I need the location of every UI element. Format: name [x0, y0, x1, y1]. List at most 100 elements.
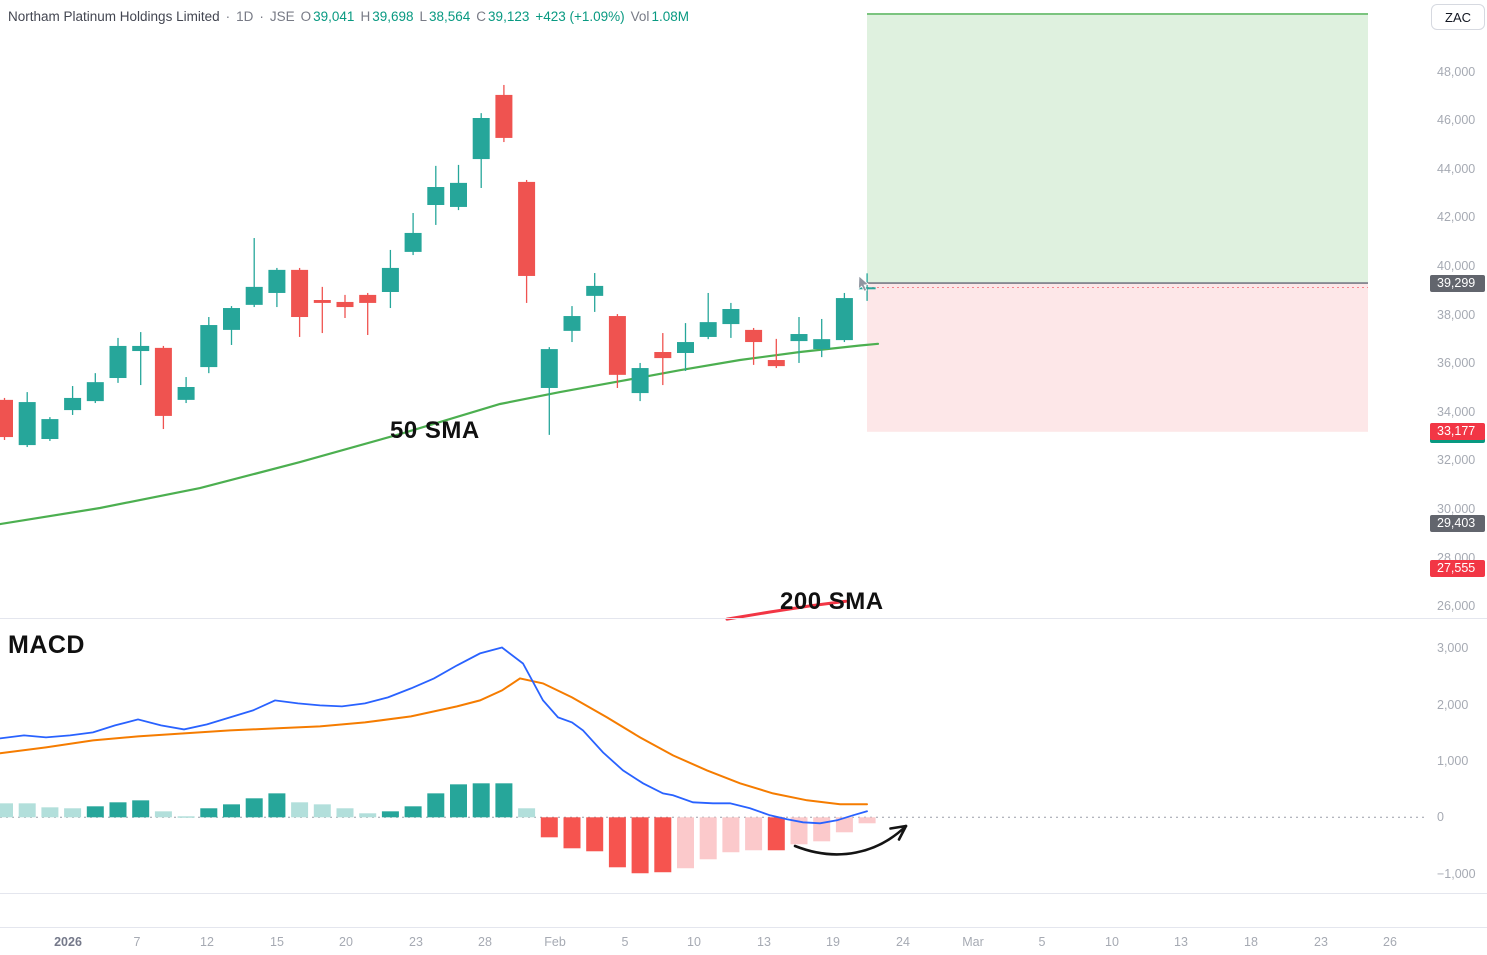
macd-histogram-bar — [223, 804, 240, 818]
price-tick-label: 38,000 — [1437, 307, 1476, 322]
candle-up — [404, 232, 422, 252]
exchange-name[interactable]: JSE — [269, 8, 295, 24]
macd-histogram-bar — [586, 817, 604, 852]
macd-histogram-bar — [608, 817, 626, 868]
macd-histogram-bar — [268, 793, 286, 818]
time-axis-label: 23 — [1314, 935, 1328, 949]
macd-histogram-bar — [677, 817, 694, 869]
macd-tick-label: 3,000 — [1437, 641, 1469, 656]
macd-histogram-bar — [858, 817, 876, 824]
candle-down — [0, 399, 13, 438]
macd-histogram-bar — [540, 817, 558, 838]
price-change: +423 (+1.09%) — [535, 8, 625, 24]
time-axis-label: 28 — [478, 935, 492, 949]
macd-tick-label: 0 — [1437, 810, 1444, 825]
macd-histogram-bar — [404, 806, 422, 818]
candle-up — [722, 309, 740, 325]
candle-up — [472, 118, 490, 160]
symbol-title[interactable]: Northam Platinum Holdings Limited — [8, 8, 220, 24]
candle-up — [677, 342, 694, 353]
candle-up — [631, 368, 649, 394]
price-tick-label: 46,000 — [1437, 113, 1476, 128]
time-axis-label: 24 — [896, 935, 910, 949]
macd-histogram-bar — [41, 807, 59, 818]
price-tick-label: 44,000 — [1437, 161, 1476, 176]
macd-histogram-bar — [631, 817, 649, 874]
macd-signal-line — [0, 677, 868, 806]
time-axis-label: 15 — [270, 935, 284, 949]
macd-histogram-bar — [745, 817, 763, 851]
time-axis-label: 20 — [339, 935, 353, 949]
macd-histogram-bar — [767, 817, 785, 851]
macd-histogram-bar — [813, 817, 831, 842]
time-axis[interactable] — [0, 927, 1487, 955]
position-profit-zone[interactable] — [867, 13, 1368, 284]
candle-up — [109, 345, 127, 379]
candle-down — [336, 301, 354, 308]
macd-histogram-bar — [381, 811, 399, 818]
macd-histogram-bar — [359, 813, 377, 818]
candle-up — [86, 382, 104, 402]
candle-down — [518, 181, 536, 276]
candle-up — [563, 316, 581, 331]
time-axis-label: 10 — [687, 935, 701, 949]
macd-histogram-bar — [472, 783, 490, 818]
macd-tick-label: 2,000 — [1437, 697, 1469, 712]
macd-line — [0, 646, 868, 825]
candle-up — [427, 187, 445, 205]
position-loss-zone[interactable] — [867, 283, 1368, 432]
macd-histogram-bar — [0, 803, 13, 818]
sma-50-line — [0, 342, 880, 526]
time-axis-label: 19 — [826, 935, 840, 949]
macd-histogram-bar — [790, 817, 808, 845]
macd-tick-label: −1,000 — [1437, 866, 1476, 881]
time-axis-label: 10 — [1105, 935, 1119, 949]
trend-arrow-head — [889, 824, 908, 841]
time-axis-label: Feb — [544, 935, 566, 949]
candle-down — [359, 294, 377, 303]
candle-down — [654, 352, 672, 359]
candle-up — [586, 285, 604, 296]
candle-up — [813, 339, 831, 350]
ohlc-high: H 39,698 — [360, 8, 414, 24]
price-tick-label: 30,000 — [1437, 501, 1476, 516]
price-badge: 33,177 — [1430, 423, 1485, 441]
macd-histogram-bar — [427, 793, 445, 818]
macd-histogram-bar — [132, 800, 150, 818]
timeframe-value[interactable]: 1D — [236, 8, 254, 24]
macd-histogram-bar — [313, 804, 331, 818]
candle-up — [64, 397, 82, 411]
time-axis-label: 18 — [1244, 935, 1258, 949]
trend-arrow-annotation[interactable] — [793, 824, 908, 856]
candle-down — [767, 360, 785, 367]
candle-up — [223, 308, 240, 330]
candle-up — [450, 182, 467, 207]
candle-up — [132, 345, 150, 352]
price-tick-label: 42,000 — [1437, 210, 1476, 225]
price-badge: 27,555 — [1430, 559, 1485, 577]
sma200-text-annotation: 200 SMA — [780, 588, 884, 615]
mouse-cursor-icon — [858, 275, 870, 292]
currency-toggle-button[interactable]: ZAC — [1431, 4, 1485, 30]
candle-up — [18, 402, 36, 446]
macd-histogram-bar — [835, 817, 853, 833]
macd-histogram-bar — [518, 808, 536, 818]
time-axis-label: 13 — [757, 935, 771, 949]
price-tick-label: 26,000 — [1437, 599, 1476, 614]
macd-histogram-bar — [722, 817, 740, 853]
volume: Vol 1.08M — [630, 8, 689, 24]
sma50-text-annotation: 50 SMA — [390, 417, 480, 444]
symbol-legend: Northam Platinum Holdings Limited · 1D ·… — [8, 7, 689, 25]
time-axis-label: 5 — [1038, 935, 1046, 949]
macd-histogram-bar — [18, 803, 36, 818]
macd-histogram-bar — [291, 802, 309, 818]
candle-down — [313, 300, 331, 303]
macd-histogram-bar — [154, 811, 172, 818]
macd-histogram-bar — [699, 817, 717, 860]
time-axis-label: 23 — [409, 935, 423, 949]
ohlc-close: C 39,123 — [476, 8, 530, 24]
macd-histogram-bar — [245, 798, 263, 818]
macd-pane-title: MACD — [8, 631, 85, 659]
